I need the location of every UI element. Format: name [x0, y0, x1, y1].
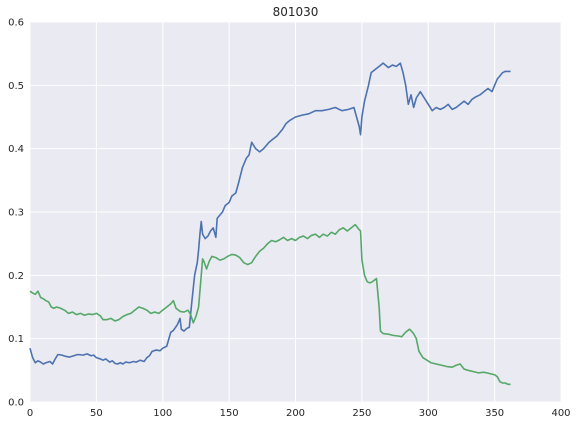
series-line-2: [29, 223, 511, 386]
x-tick-label: 150: [220, 408, 239, 419]
y-axis: 0.0 0.1 0.2 0.3 0.4 0.5 0.6: [8, 18, 24, 409]
y-tick-label: 0.3: [8, 208, 24, 219]
series-layer: [29, 62, 511, 386]
x-tick-label: 200: [286, 408, 305, 419]
y-tick-label: 0.6: [8, 18, 24, 29]
x-tick-label: 50: [90, 408, 103, 419]
chart-title: 801030: [273, 5, 319, 19]
y-tick-label: 0.5: [8, 81, 24, 92]
y-tick-label: 0.2: [8, 271, 24, 282]
y-tick-label: 0.0: [8, 398, 24, 409]
x-axis: 0 50 100 150 200 250 300 350 400: [27, 408, 571, 419]
series-line-1: [29, 62, 511, 365]
x-tick-label: 250: [352, 408, 371, 419]
x-tick-label: 400: [551, 408, 570, 419]
y-tick-label: 0.1: [8, 334, 24, 345]
x-tick-label: 300: [419, 408, 438, 419]
x-tick-label: 350: [485, 408, 504, 419]
x-tick-label: 0: [27, 408, 33, 419]
x-tick-label: 100: [153, 408, 172, 419]
y-tick-label: 0.4: [8, 144, 24, 155]
